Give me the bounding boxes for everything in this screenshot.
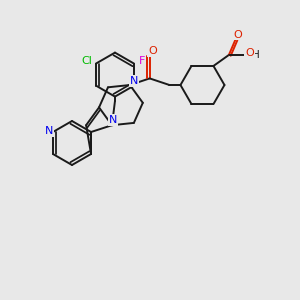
Text: F: F	[139, 56, 145, 66]
Text: O: O	[233, 30, 242, 40]
Text: N: N	[130, 76, 138, 86]
Text: N: N	[45, 126, 53, 136]
Text: O: O	[245, 48, 254, 58]
Text: N: N	[109, 115, 117, 125]
Text: O: O	[148, 46, 157, 56]
Text: H: H	[252, 50, 260, 60]
Text: Cl: Cl	[82, 56, 92, 66]
